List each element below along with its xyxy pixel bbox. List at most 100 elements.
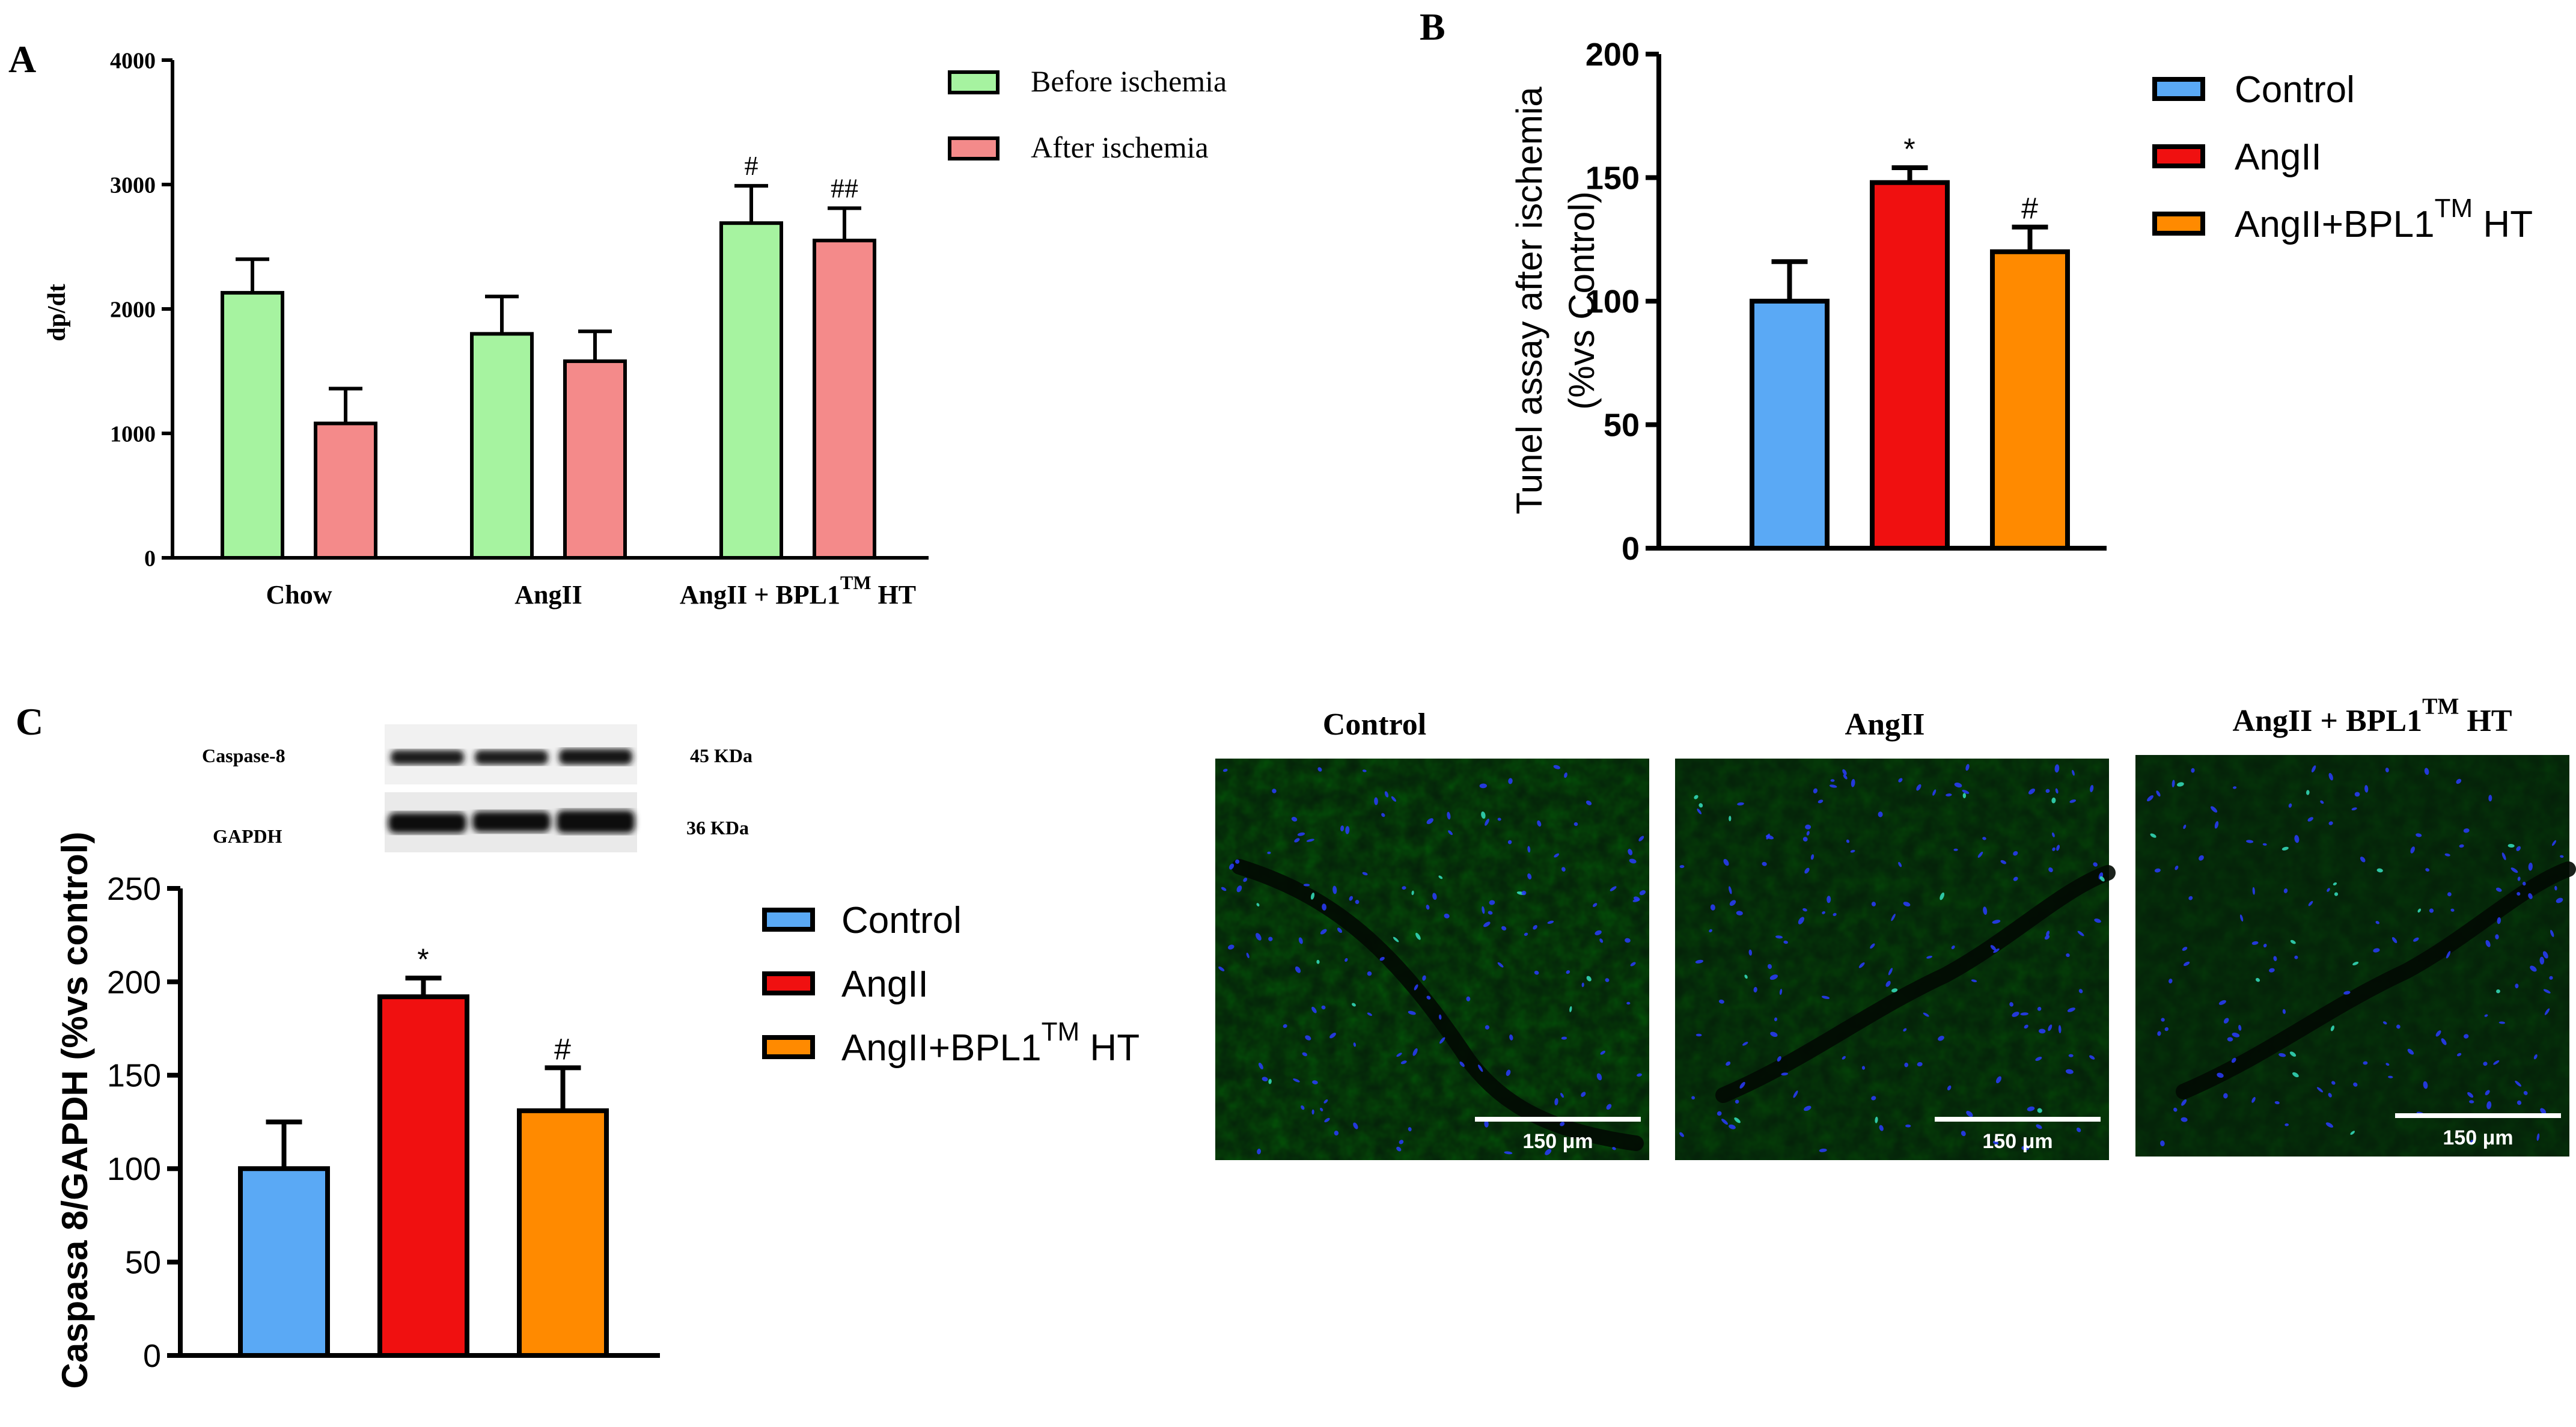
micrograph-nucleus-0-148: [1501, 926, 1507, 930]
micrograph-nucleus-1-69: [1871, 902, 1876, 906]
micrograph-nucleus-1-45: [1804, 867, 1810, 874]
micrograph-nucleus-1-118: [1954, 782, 1962, 788]
micrograph-nucleus-0-65: [1593, 903, 1598, 907]
micrograph-nucleus-0-88: [1527, 846, 1531, 853]
panel-c-bar-1: [377, 994, 469, 1358]
micrograph-nucleus-2-128: [2435, 1030, 2441, 1037]
micrograph-nucleus-0-103: [1353, 1042, 1357, 1047]
micrograph-nucleus-0-135: [1489, 900, 1495, 905]
micrograph-nucleus-1-135: [1888, 968, 1893, 976]
micrograph-nucleus-1-51: [1898, 861, 1902, 867]
micrograph-nucleus-1-132: [1953, 848, 1958, 851]
micrograph-nucleus-2-57: [2425, 868, 2430, 872]
micrograph-nucleus-2-110: [2183, 961, 2190, 967]
micrograph-nucleus-0-74: [1426, 818, 1433, 825]
micrograph-nucleus-2-103: [2328, 821, 2333, 825]
micrograph-nucleus-2-83: [2172, 780, 2175, 787]
micrograph-nucleus-1-112: [1903, 902, 1911, 906]
micrograph-nucleus-2-9: [2292, 1072, 2299, 1078]
panel-b-y-tick-label-3: 150: [1586, 160, 1640, 196]
micrograph-nucleus-2-73: [2281, 846, 2289, 851]
micrograph-nucleus-1-104: [1961, 1131, 1966, 1137]
micrograph-nucleus-0-11: [1293, 1078, 1300, 1083]
micrograph-nucleus-1-52: [1905, 1124, 1911, 1128]
panel-b-annotation-2: #: [2021, 192, 2038, 225]
micrograph-nucleus-2-109: [2510, 867, 2518, 873]
micrograph-nucleus-2-79: [2470, 1140, 2474, 1145]
micrograph-nucleus-1-127: [2048, 867, 2053, 873]
panel-a-legend-label-0: Before ischemia: [1031, 64, 1227, 98]
micrograph-nucleus-1-4: [1992, 1140, 1999, 1145]
micrograph-nucleus-1-1: [2052, 847, 2056, 851]
micrograph-nucleus-1-85: [1762, 861, 1767, 866]
micrograph-nucleus-1-14: [1891, 988, 1898, 992]
micrograph-nucleus-1-114: [1842, 1056, 1846, 1060]
micrograph-nucleus-2-64: [2388, 1075, 2393, 1078]
micrograph-nucleus-2-44: [2176, 782, 2184, 787]
micrograph-nucleus-2-87: [2447, 892, 2452, 897]
micrograph-nucleus-1-87: [1813, 788, 1818, 793]
micrograph-nucleus-1-10: [1891, 914, 1896, 921]
micrograph-nucleus-0-94: [1391, 796, 1397, 802]
micrograph-nucleus-0-78: [1596, 1073, 1602, 1081]
micrograph-nucleus-0-64: [1297, 832, 1305, 836]
micrograph-nucleus-2-78: [2410, 846, 2415, 854]
micrograph-nucleus-1-141: [2067, 1007, 2075, 1012]
micrograph-nucleus-1-79: [1962, 793, 1967, 798]
micrograph-nucleus-0-15: [1554, 1098, 1558, 1105]
panel-b-y-axis-label-line2: (%vs Control): [1561, 191, 1602, 409]
micrograph-nucleus-2-2: [2231, 1057, 2236, 1063]
micrograph-nucleus-1-103: [1962, 789, 1970, 794]
panel-a-y-tick-label-3: 3000: [110, 173, 156, 198]
micrograph-nucleus-0-53: [1381, 813, 1385, 817]
panel-a-y-tick-label-1: 1000: [110, 421, 156, 447]
micrograph-nucleus-2-35: [2373, 948, 2380, 953]
micrograph-nucleus-2-89: [2154, 868, 2161, 873]
micrograph-nucleus-0-123: [1374, 797, 1378, 805]
micrograph-nucleus-1-84: [1818, 799, 1824, 804]
micrograph-nucleus-2-38: [2343, 991, 2351, 995]
micrograph-nucleus-2-141: [2523, 1090, 2528, 1095]
micrograph-nucleus-2-147: [2351, 807, 2357, 811]
micrograph-nucleus-1-43: [1842, 769, 1847, 775]
micrograph-nucleus-0-16: [1349, 896, 1354, 901]
micrograph-nucleus-2-40: [2429, 908, 2434, 913]
micrograph-nucleus-1-130: [1742, 1042, 1748, 1046]
micrograph-nucleus-0-95: [1320, 1107, 1323, 1111]
micrograph-nucleus-0-93: [1586, 800, 1592, 805]
blot-protein-gapdh: GAPDH: [213, 825, 282, 847]
micrograph-nucleus-0-98: [1298, 937, 1303, 944]
panel-b-y-axis-label-line1: Tunel assay after ischemia: [1509, 87, 1549, 515]
micrograph-nucleus-1-88: [1879, 1125, 1884, 1131]
micrograph-nucleus-1-39: [2013, 851, 2018, 856]
micrograph-nucleus-0-85: [1323, 1099, 1328, 1104]
micrograph-vessel-1: [1715, 865, 2116, 1103]
panel-c-bar-0: [238, 1166, 330, 1358]
blot-band-gapdh-1: [388, 813, 466, 833]
micrograph-nucleus-0-129: [1560, 1122, 1565, 1126]
micrograph-nucleus-1-54: [1765, 835, 1774, 840]
micrograph-nucleus-2-81: [2450, 908, 2455, 912]
micrograph-nucleus-1-129: [1850, 849, 1855, 853]
micrograph-nucleus-1-73: [1723, 859, 1729, 866]
panel-b-y-tick-label-2: 100: [1586, 284, 1640, 320]
micrograph-vessel-0: [1232, 859, 1644, 1151]
micrograph-nucleus-1-53: [1726, 1061, 1731, 1066]
micrograph-nucleus-0-62: [1353, 1122, 1358, 1129]
micrograph-nucleus-2-12: [2169, 979, 2173, 984]
micrograph-nucleus-0-141: [1396, 1146, 1402, 1152]
micrograph-nucleus-1-3: [1774, 1017, 1778, 1021]
micrograph-nucleus-0-3: [1262, 1077, 1268, 1081]
micrograph-nucleus-1-12: [1977, 851, 1983, 858]
micrograph-nucleus-2-113: [2522, 881, 2526, 886]
micrograph-nucleus-0-109: [1479, 783, 1487, 789]
micrograph-nucleus-1-92: [1783, 940, 1788, 944]
panel-b-legend-swatch-1: [2152, 144, 2205, 168]
micrograph-nucleus-0-40: [1227, 944, 1235, 950]
micrograph-nucleus-2-41: [2331, 1081, 2336, 1085]
micrograph-nucleus-0-143: [1612, 1147, 1616, 1150]
micrograph-nucleus-2-149: [2278, 1053, 2286, 1057]
micrograph-nucleus-2-71: [2199, 855, 2204, 861]
